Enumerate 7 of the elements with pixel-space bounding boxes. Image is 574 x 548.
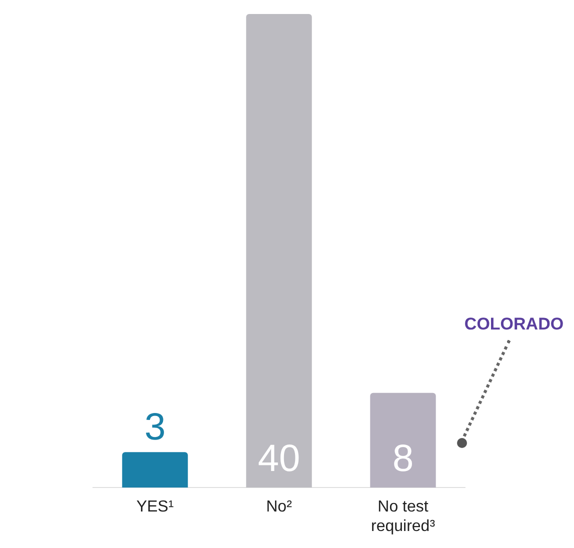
x-tick-label: No test required³ — [370, 498, 436, 535]
data-label: 40 — [258, 438, 300, 480]
x-tick-label: YES¹ — [136, 498, 174, 516]
x-tick-label: No² — [266, 498, 293, 516]
annotation: COLORADO — [464, 314, 564, 334]
data-label: 8 — [392, 438, 414, 480]
data-label: 3 — [144, 406, 166, 449]
